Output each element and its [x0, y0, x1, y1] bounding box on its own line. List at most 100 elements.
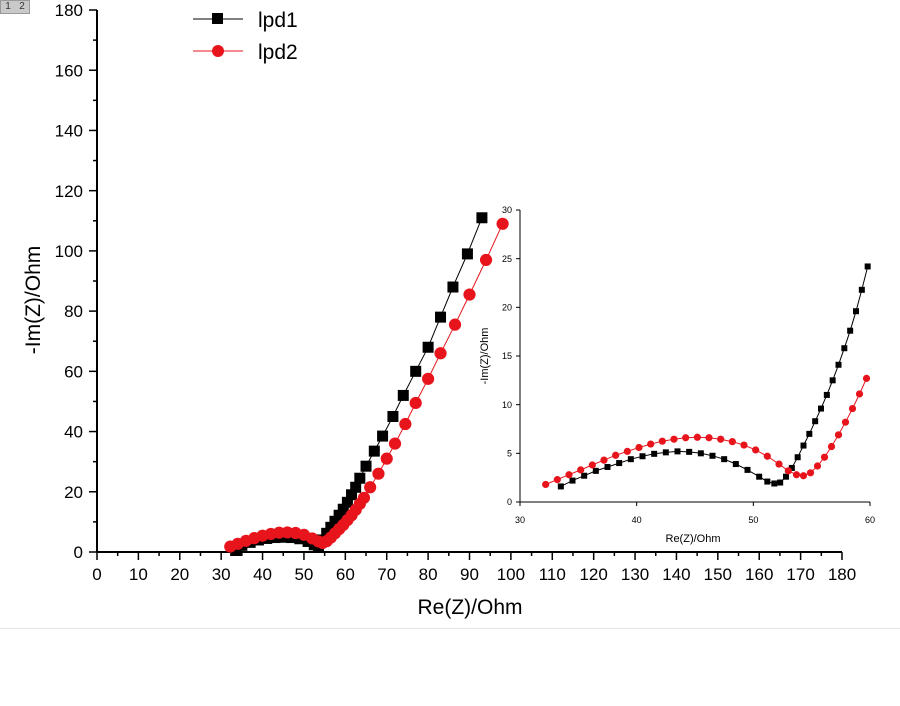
legend-marker-lpd2 [212, 45, 224, 57]
data-point-lpd2 [463, 288, 476, 301]
data-point-lpd2 [705, 434, 713, 442]
data-point-lpd1 [476, 212, 488, 224]
y-tick-label: 20 [502, 303, 512, 313]
data-point-lpd2 [717, 435, 725, 443]
x-tick-label: 150 [704, 565, 732, 584]
inset-series [542, 263, 871, 490]
data-point-lpd1 [286, 532, 298, 544]
page-indicator-right: 2 [19, 1, 25, 12]
data-point-lpd1 [686, 448, 693, 455]
x-tick-label: 180 [828, 565, 856, 584]
data-point-lpd1 [346, 489, 358, 501]
x-tick-label: 110 [539, 565, 566, 584]
x-tick-label: 100 [497, 565, 525, 584]
data-point-lpd1 [818, 405, 824, 412]
x-tick-label: 40 [632, 515, 642, 525]
y-tick-label: 60 [64, 362, 83, 381]
data-point-lpd1 [368, 445, 380, 457]
x-tick-label: 40 [253, 565, 272, 584]
legend: lpd1 lpd2 [193, 9, 298, 64]
data-point-lpd1 [604, 463, 611, 470]
y-tick-label: 0 [507, 497, 512, 507]
x-tick-label: 0 [92, 565, 101, 584]
data-point-lpd2 [623, 447, 631, 455]
data-point-lpd1 [841, 345, 848, 352]
main-chart: 0 10 20 30 40 50 60 70 80 90 100 110 120 130 140 150 160… [22, 1, 856, 619]
data-point-lpd2 [820, 453, 829, 461]
data-point-lpd1 [794, 454, 801, 461]
data-point-lpd2 [841, 418, 850, 426]
data-point-lpd1 [847, 327, 854, 334]
data-point-lpd2 [496, 217, 509, 230]
y-tick-label: 40 [64, 423, 83, 442]
data-point-lpd1 [812, 418, 819, 425]
data-point-lpd1 [777, 479, 784, 486]
data-point-lpd1 [410, 365, 422, 377]
data-point-lpd1 [651, 450, 658, 457]
data-point-lpd1 [230, 544, 242, 556]
data-point-lpd2 [670, 435, 678, 443]
data-point-lpd1 [377, 430, 389, 442]
y-tick-label: 25 [502, 254, 512, 264]
inset-x-axis-label: Re(Z)/Ohm [666, 533, 721, 545]
data-point-lpd1 [557, 483, 564, 490]
y-tick-label: 160 [55, 61, 83, 80]
data-point-lpd1 [422, 341, 434, 353]
data-point-lpd2 [848, 404, 857, 413]
data-point-lpd1 [639, 453, 646, 460]
data-point-lpd2 [372, 467, 385, 480]
y-tick-label: 80 [64, 302, 83, 321]
data-point-lpd1 [806, 430, 813, 437]
y-tick-label: 120 [55, 182, 83, 201]
data-point-lpd1 [771, 480, 778, 487]
data-point-lpd2 [862, 374, 871, 382]
data-point-lpd2 [740, 441, 748, 449]
data-point-lpd1 [277, 531, 289, 543]
x-tick-label: 70 [377, 565, 396, 584]
data-point-lpd2 [600, 456, 608, 464]
data-point-lpd2 [357, 491, 371, 504]
data-point-lpd2 [434, 347, 447, 360]
data-point-lpd1 [744, 466, 751, 473]
x-tick-label: 30 [212, 565, 231, 584]
data-point-lpd1 [387, 411, 399, 422]
x-tick-label: 80 [419, 565, 438, 584]
data-point-lpd2 [565, 471, 573, 479]
data-point-lpd1 [721, 456, 728, 463]
data-point-lpd2 [784, 467, 792, 475]
data-point-lpd1 [853, 308, 859, 315]
x-tick-label: 130 [621, 565, 649, 584]
data-point-lpd1 [360, 460, 372, 472]
data-point-lpd2 [635, 443, 643, 452]
x-tick-label: 160 [745, 565, 773, 584]
data-point-lpd1 [592, 467, 599, 474]
legend-marker-lpd1 [212, 13, 223, 24]
data-point-lpd2 [827, 442, 836, 451]
x-tick-label: 60 [336, 565, 355, 584]
data-point-lpd1 [800, 442, 807, 449]
y-tick-label: 100 [55, 242, 83, 261]
data-point-lpd1 [397, 389, 409, 401]
data-point-lpd1 [823, 391, 830, 398]
x-tick-label: 90 [460, 565, 479, 584]
data-point-lpd2 [658, 437, 666, 445]
data-point-lpd2 [422, 372, 435, 385]
data-point-lpd1 [732, 461, 739, 468]
data-point-lpd2 [588, 461, 596, 469]
data-point-lpd2 [612, 451, 620, 459]
data-point-lpd1 [341, 496, 353, 508]
data-point-lpd2 [806, 469, 815, 477]
inset-axes-ticks: 30 40 50 60 0 5 10 15 20 25 30 [502, 205, 875, 525]
data-point-lpd2 [728, 438, 736, 446]
data-point-lpd1 [435, 311, 447, 323]
data-point-lpd2 [693, 433, 701, 441]
inset-background [520, 210, 870, 502]
data-point-lpd1 [662, 449, 669, 456]
x-tick-label: 140 [662, 565, 690, 584]
y-tick-label: 5 [507, 449, 512, 459]
data-point-lpd1 [354, 472, 366, 484]
main-series [224, 212, 509, 556]
data-point-lpd1 [756, 473, 763, 480]
data-point-lpd1 [616, 460, 623, 467]
